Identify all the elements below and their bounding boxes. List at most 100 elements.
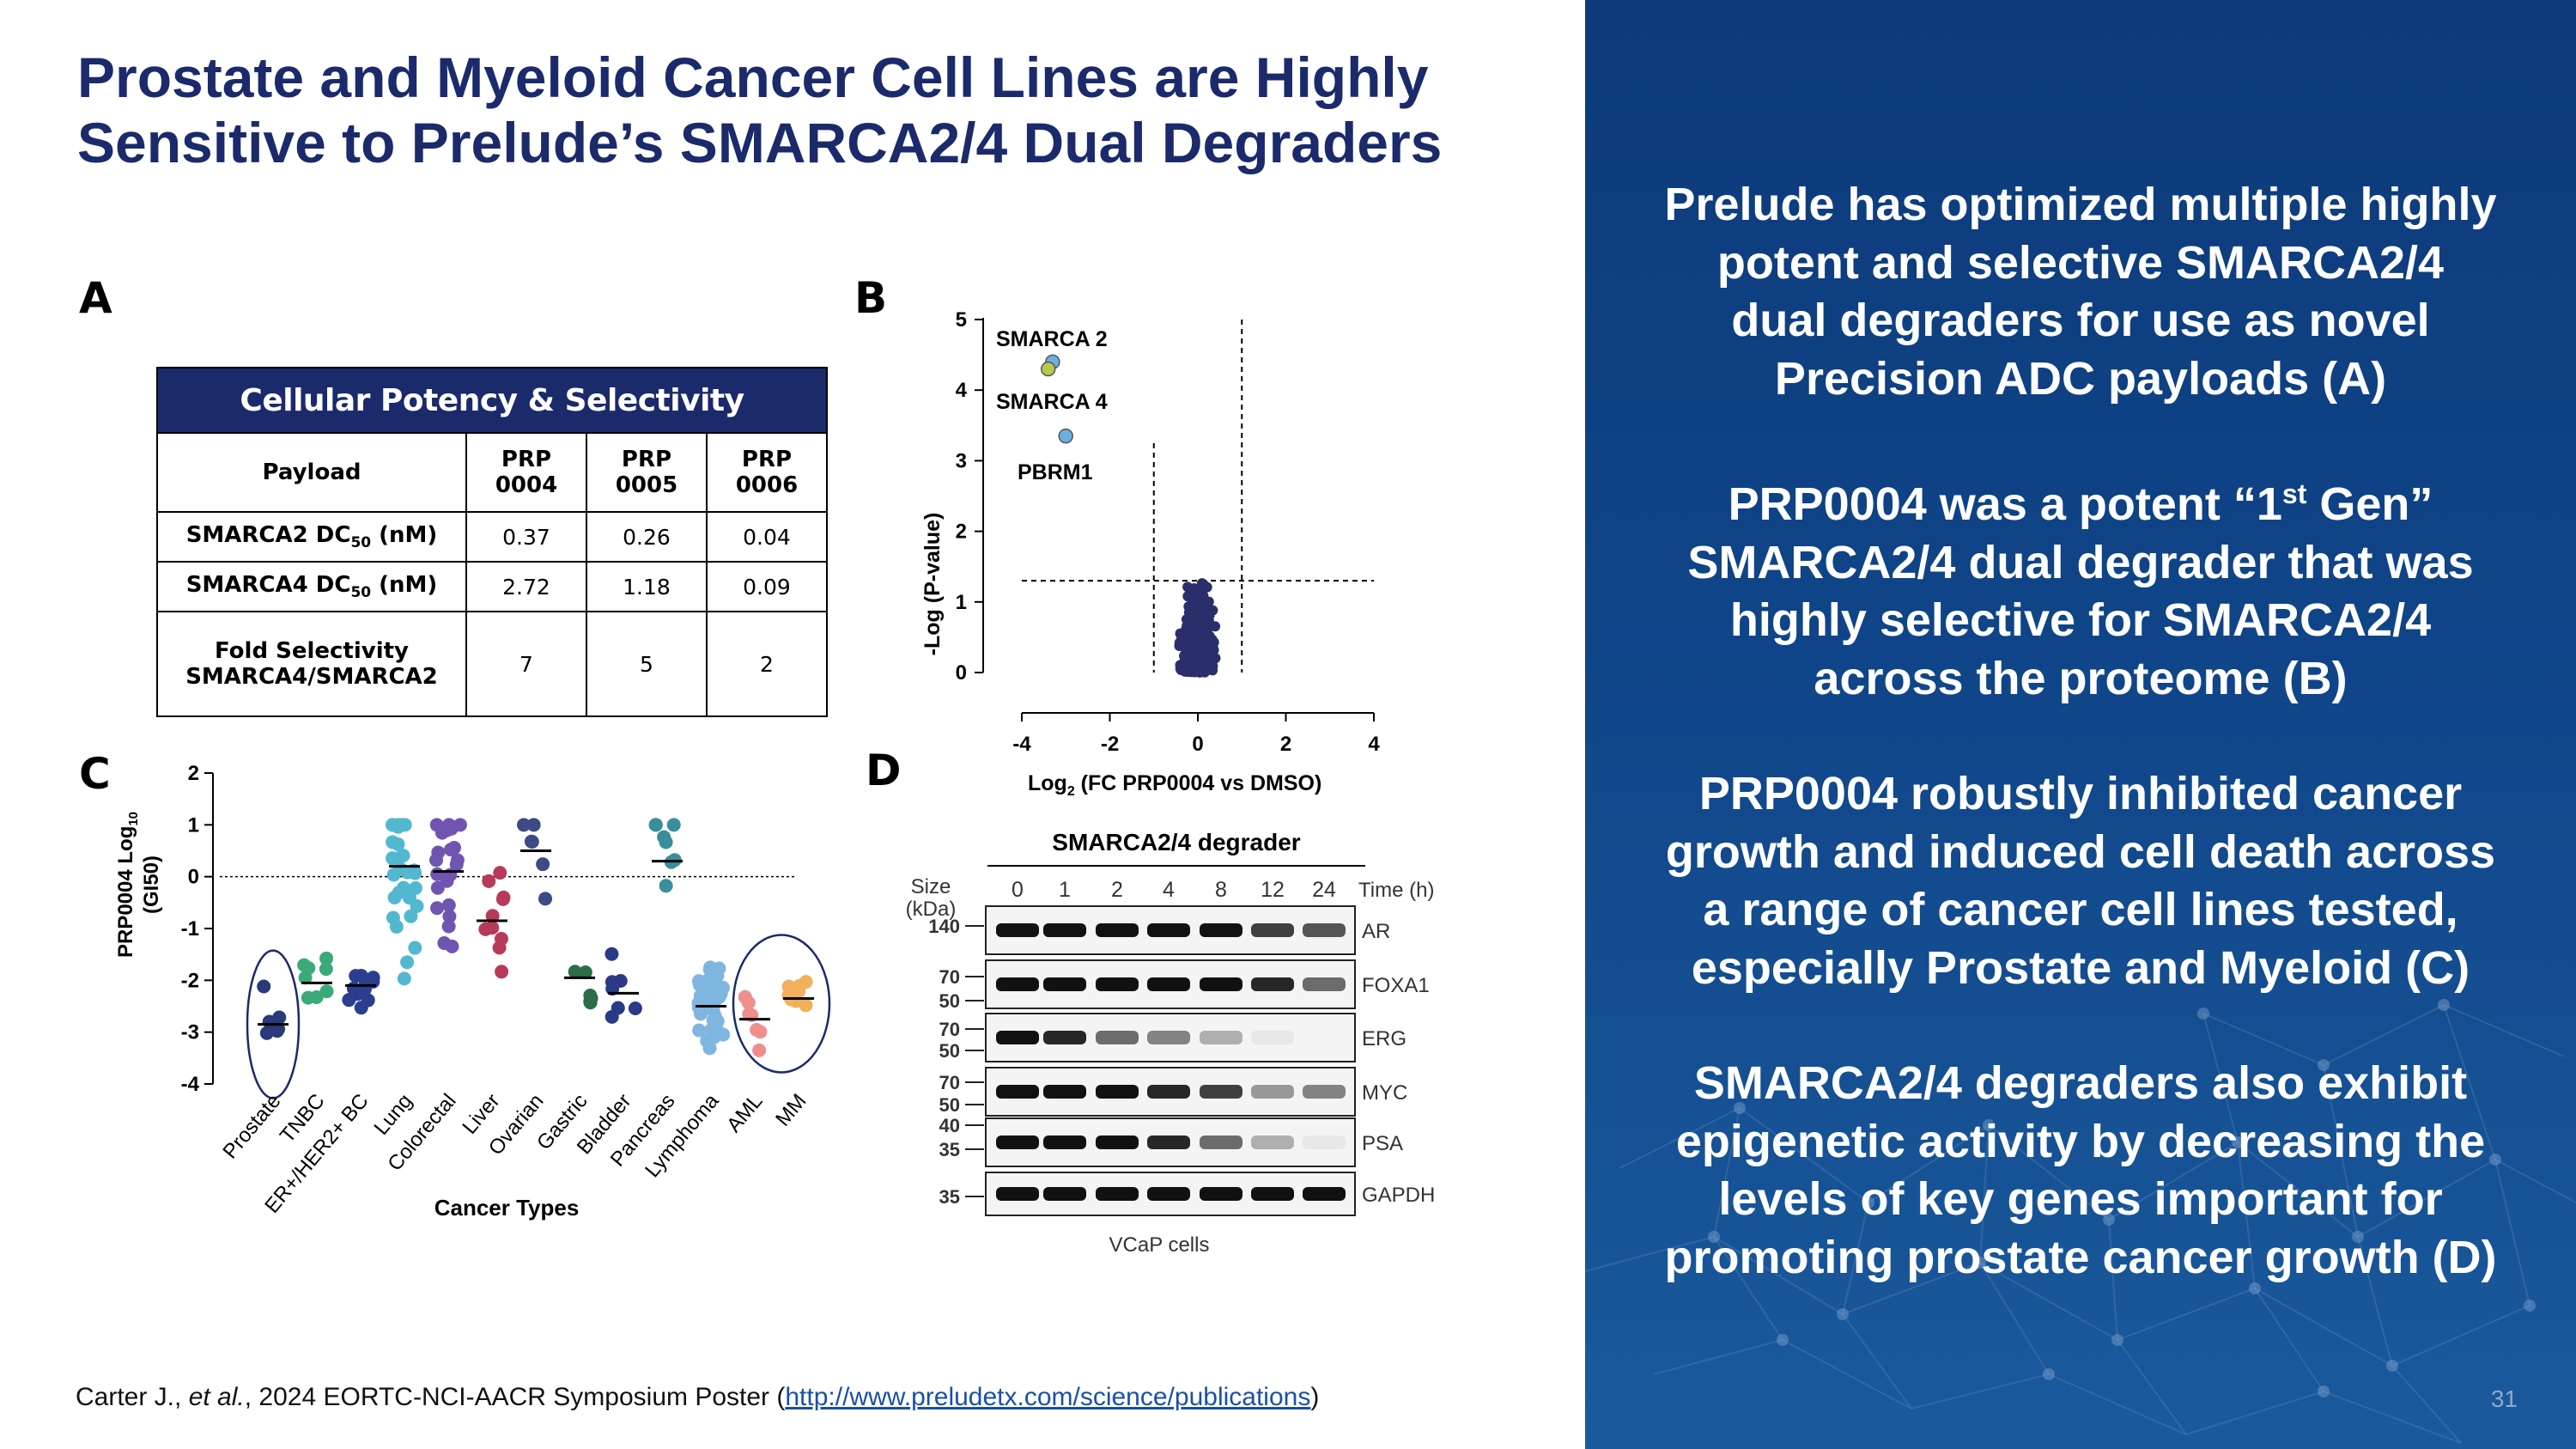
- dot-point: [691, 1001, 706, 1015]
- blot-band: [1147, 1135, 1190, 1149]
- dot-point: [270, 1024, 284, 1038]
- bullet-3: PRP0004 robustly inhibited cancer growth…: [1585, 765, 2576, 997]
- blot-title: SMARCA2/4 degrader: [1052, 829, 1301, 855]
- blot-band: [996, 923, 1039, 937]
- blot-band: [996, 1187, 1039, 1201]
- blot-band: [1147, 1031, 1190, 1044]
- table-cell: 0.09: [706, 561, 828, 612]
- blot-band: [996, 1031, 1039, 1044]
- dot-point: [400, 955, 415, 970]
- volcano-annotation: PBRM1: [1018, 460, 1093, 484]
- blot-band: [1200, 1135, 1242, 1149]
- blot-time-label: 1: [1059, 878, 1071, 902]
- blot-marker-label: 35: [939, 1139, 960, 1160]
- table-row: SMARCA2 DC50 (nM) 0.37 0.26 0.04: [156, 511, 828, 563]
- blot-band: [1200, 1187, 1242, 1201]
- blot-band: [1251, 1085, 1294, 1099]
- blot-time-label: 4: [1163, 878, 1175, 902]
- col-prp0005-l2: 0005: [615, 472, 678, 498]
- volcano-point: [1192, 624, 1203, 636]
- volcano-y-tick-label: 0: [956, 661, 967, 685]
- blot-size-label-2: (kDa): [906, 898, 957, 921]
- dot-category-label: Prostate: [218, 1090, 285, 1164]
- dot-point: [692, 1023, 707, 1038]
- volcano-point: [1185, 585, 1196, 596]
- dot-point: [799, 998, 813, 1013]
- blot-band: [1251, 977, 1294, 991]
- dot-point: [715, 980, 730, 995]
- dot-point: [716, 1027, 731, 1042]
- summary-panel: Prelude has optimized multiple highly po…: [1585, 0, 2576, 1449]
- title-line-2: Sensitive to Prelude’s SMARCA2/4 Dual De…: [77, 111, 1443, 174]
- blot-band: [1043, 1031, 1086, 1044]
- col-prp0006-l2: 0006: [735, 472, 799, 498]
- dot-point: [666, 818, 681, 832]
- volcano-point: [1207, 638, 1218, 649]
- dot-point: [442, 909, 457, 923]
- dot-y-tick-label: -2: [181, 969, 199, 992]
- blot-band: [1043, 1135, 1086, 1149]
- dot-ylabel-1: PRP0004 Log10: [114, 812, 141, 958]
- bullet-1-line-3: dual degraders for use as novel: [1731, 295, 2430, 346]
- dot-point: [692, 974, 707, 989]
- blot-marker-label: 35: [939, 1186, 960, 1208]
- bullet-2-line-2: SMARCA2/4 dual degrader that was: [1687, 536, 2474, 588]
- dot-point: [710, 1014, 725, 1028]
- blot-marker-label: 40: [939, 1115, 960, 1136]
- dot-point: [349, 984, 364, 999]
- table-header: Cellular Potency & Selectivity: [156, 367, 828, 434]
- blot-marker-label: 70: [939, 1072, 960, 1093]
- volcano-xlabel: Log2 (FC PRP0004 vs DMSO): [1028, 771, 1321, 799]
- dot-point: [799, 975, 813, 989]
- panel-letter-d: D: [866, 746, 902, 795]
- blot-marker-label: 50: [939, 990, 960, 1012]
- citation-close: ): [1310, 1383, 1320, 1411]
- fold-label-1: Fold Selectivity: [214, 638, 410, 664]
- blot-band: [1096, 923, 1139, 937]
- col-prp0005: PRP 0005: [586, 432, 708, 513]
- dot-point: [453, 818, 467, 832]
- blot-band: [1096, 977, 1139, 991]
- bullet-2-sup: st: [2281, 478, 2307, 509]
- prostate-highlight-ellipse: [246, 949, 301, 1099]
- dot-point: [349, 969, 363, 983]
- dot-point: [750, 1023, 764, 1038]
- bullet-1-line-1: Prelude has optimized multiple highly: [1664, 179, 2497, 230]
- dot-point: [259, 1026, 274, 1040]
- volcano-point: [1204, 646, 1215, 657]
- blot-band: [1096, 1135, 1139, 1149]
- dot-point: [386, 835, 400, 849]
- dot-point: [517, 818, 532, 832]
- blot-band: [996, 1085, 1039, 1099]
- dot-ylabel-2: (GI50): [140, 855, 163, 914]
- blot-band: [1303, 923, 1346, 937]
- volcano-annotation: SMARCA 2: [996, 327, 1108, 351]
- dot-point: [434, 825, 449, 840]
- volcano-y-tick-label: 3: [956, 449, 967, 472]
- dot-point: [495, 892, 510, 906]
- dot-point: [536, 857, 550, 872]
- volcano-point: [1202, 630, 1213, 641]
- volcano-axes: 0 1 2 3 4 5 -4 -2 0 2 4: [956, 308, 1381, 756]
- volcano-point: [1186, 664, 1197, 675]
- volcano-highlight-point: [1041, 361, 1056, 377]
- dot-point: [393, 861, 408, 876]
- blot-cell-line: VCaP cells: [1109, 1233, 1210, 1257]
- dot-point: [430, 901, 445, 916]
- blot-marker-label: 50: [939, 1040, 960, 1062]
- summary-bullets: Prelude has optimized multiple highly po…: [1585, 176, 2576, 1344]
- blot-band: [1251, 1187, 1294, 1201]
- dot-point: [319, 984, 334, 999]
- blot-band: [1303, 1135, 1346, 1149]
- blot-marker-label: 140: [928, 916, 960, 937]
- dot-point: [354, 1001, 368, 1015]
- blot-time-label: 2: [1111, 878, 1123, 902]
- table-row: SMARCA4 DC50 (nM) 2.72 1.18 0.09: [156, 561, 828, 612]
- dot-point: [319, 962, 333, 977]
- citation-link[interactable]: http://www.preludetx.com/science/publica…: [785, 1383, 1311, 1411]
- volcano-annotation: SMARCA 4: [996, 390, 1108, 414]
- bullet-1-line-2: potent and selective SMARCA2/4: [1716, 236, 2445, 289]
- bullet-2-line-1a: PRP0004 was a potent “1: [1728, 478, 2282, 530]
- dot-category-label: AML: [722, 1090, 767, 1137]
- dot-y-tick-label: 0: [188, 866, 199, 889]
